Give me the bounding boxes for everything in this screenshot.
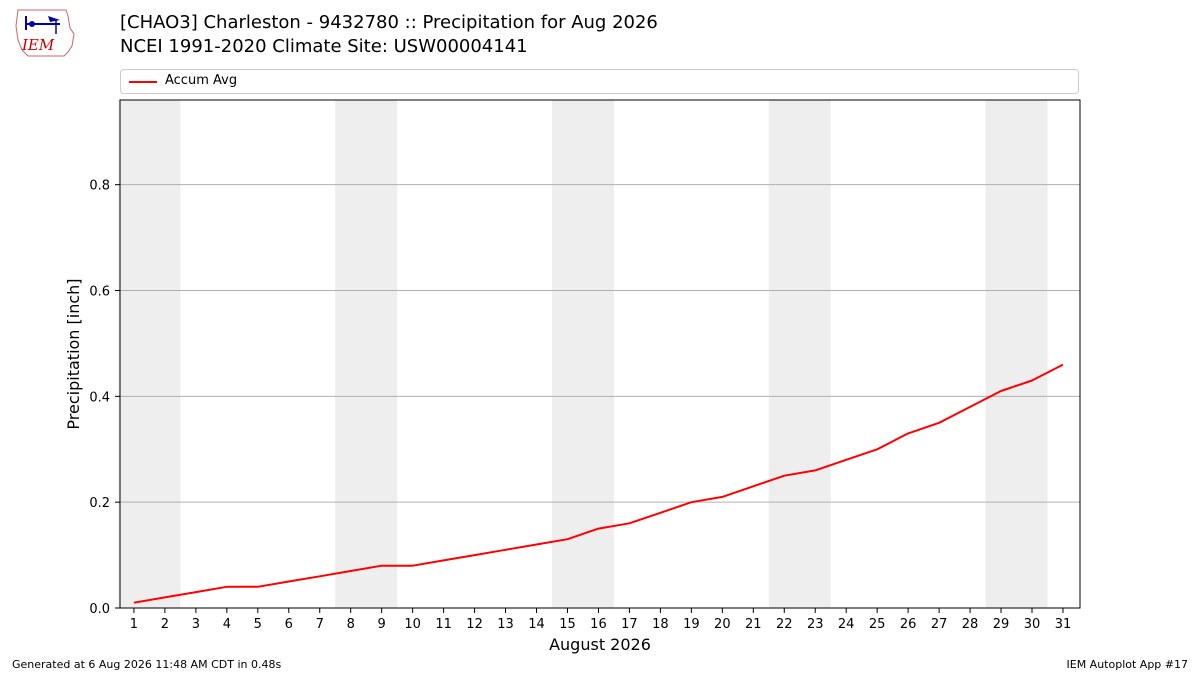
x-tick-label: 24 [838,617,855,632]
weekend-band [118,100,181,608]
legend-swatch [129,81,157,83]
x-tick-label: 7 [316,617,324,632]
weekend-band [985,100,1048,608]
plot-frame [119,99,1081,609]
weekend-band [768,100,831,608]
weather-station-icon [25,16,60,34]
x-tick-label: 21 [745,617,762,632]
x-tick-label: 12 [466,617,483,632]
y-tick-label: 0.0 [89,602,110,617]
y-tick-label: 0.4 [89,390,110,405]
legend: Accum Avg [120,69,1079,94]
x-tick-label: 22 [776,617,793,632]
x-tick-label: 11 [435,617,452,632]
y-tick-label: 0.2 [89,496,110,511]
generated-timestamp: Generated at 6 Aug 2026 11:48 AM CDT in … [12,658,282,671]
logo-text: IEM [21,36,55,54]
x-tick-label: 26 [900,617,917,632]
x-tick-label: 31 [1055,617,1072,632]
app-label: IEM Autoplot App #17 [1066,658,1189,671]
weekend-band [335,100,398,608]
series-line-accum-avg [133,363,1064,604]
x-tick-label: 3 [192,617,200,632]
x-tick-label: 29 [993,617,1010,632]
x-tick-label: 18 [652,617,669,632]
x-tick-label: 14 [528,617,545,632]
x-tick-label: 17 [621,617,638,632]
y-tick-label: 0.6 [89,285,110,300]
x-tick-label: 25 [869,617,886,632]
x-tick-label: 4 [223,617,231,632]
chart-title: [CHAO3] Charleston - 9432780 :: Precipit… [120,12,658,33]
y-axis-label: Precipitation [inch] [64,278,83,429]
x-tick-label: 6 [285,617,293,632]
chart-subtitle: NCEI 1991-2020 Climate Site: USW00004141 [120,36,528,57]
x-tick-label: 15 [559,617,576,632]
weekend-band [552,100,614,608]
legend-label: Accum Avg [165,73,238,88]
x-tick-label: 13 [497,617,514,632]
x-tick-label: 2 [161,617,169,632]
x-tick-label: 5 [254,617,262,632]
x-tick-label: 20 [714,617,731,632]
x-tick-label: 23 [807,617,824,632]
x-axis-label: August 2026 [549,635,651,654]
x-tick-label: 1 [130,617,138,632]
x-tick-label: 10 [404,617,421,632]
y-tick-label: 0.8 [89,179,110,194]
x-tick-label: 8 [347,617,355,632]
x-tick-label: 16 [590,617,607,632]
x-tick-label: 9 [378,617,386,632]
iem-logo: IEM [15,9,75,57]
x-tick-label: 28 [962,617,979,632]
x-tick-label: 30 [1024,617,1041,632]
x-tick-label: 27 [931,617,948,632]
x-tick-label: 19 [683,617,700,632]
